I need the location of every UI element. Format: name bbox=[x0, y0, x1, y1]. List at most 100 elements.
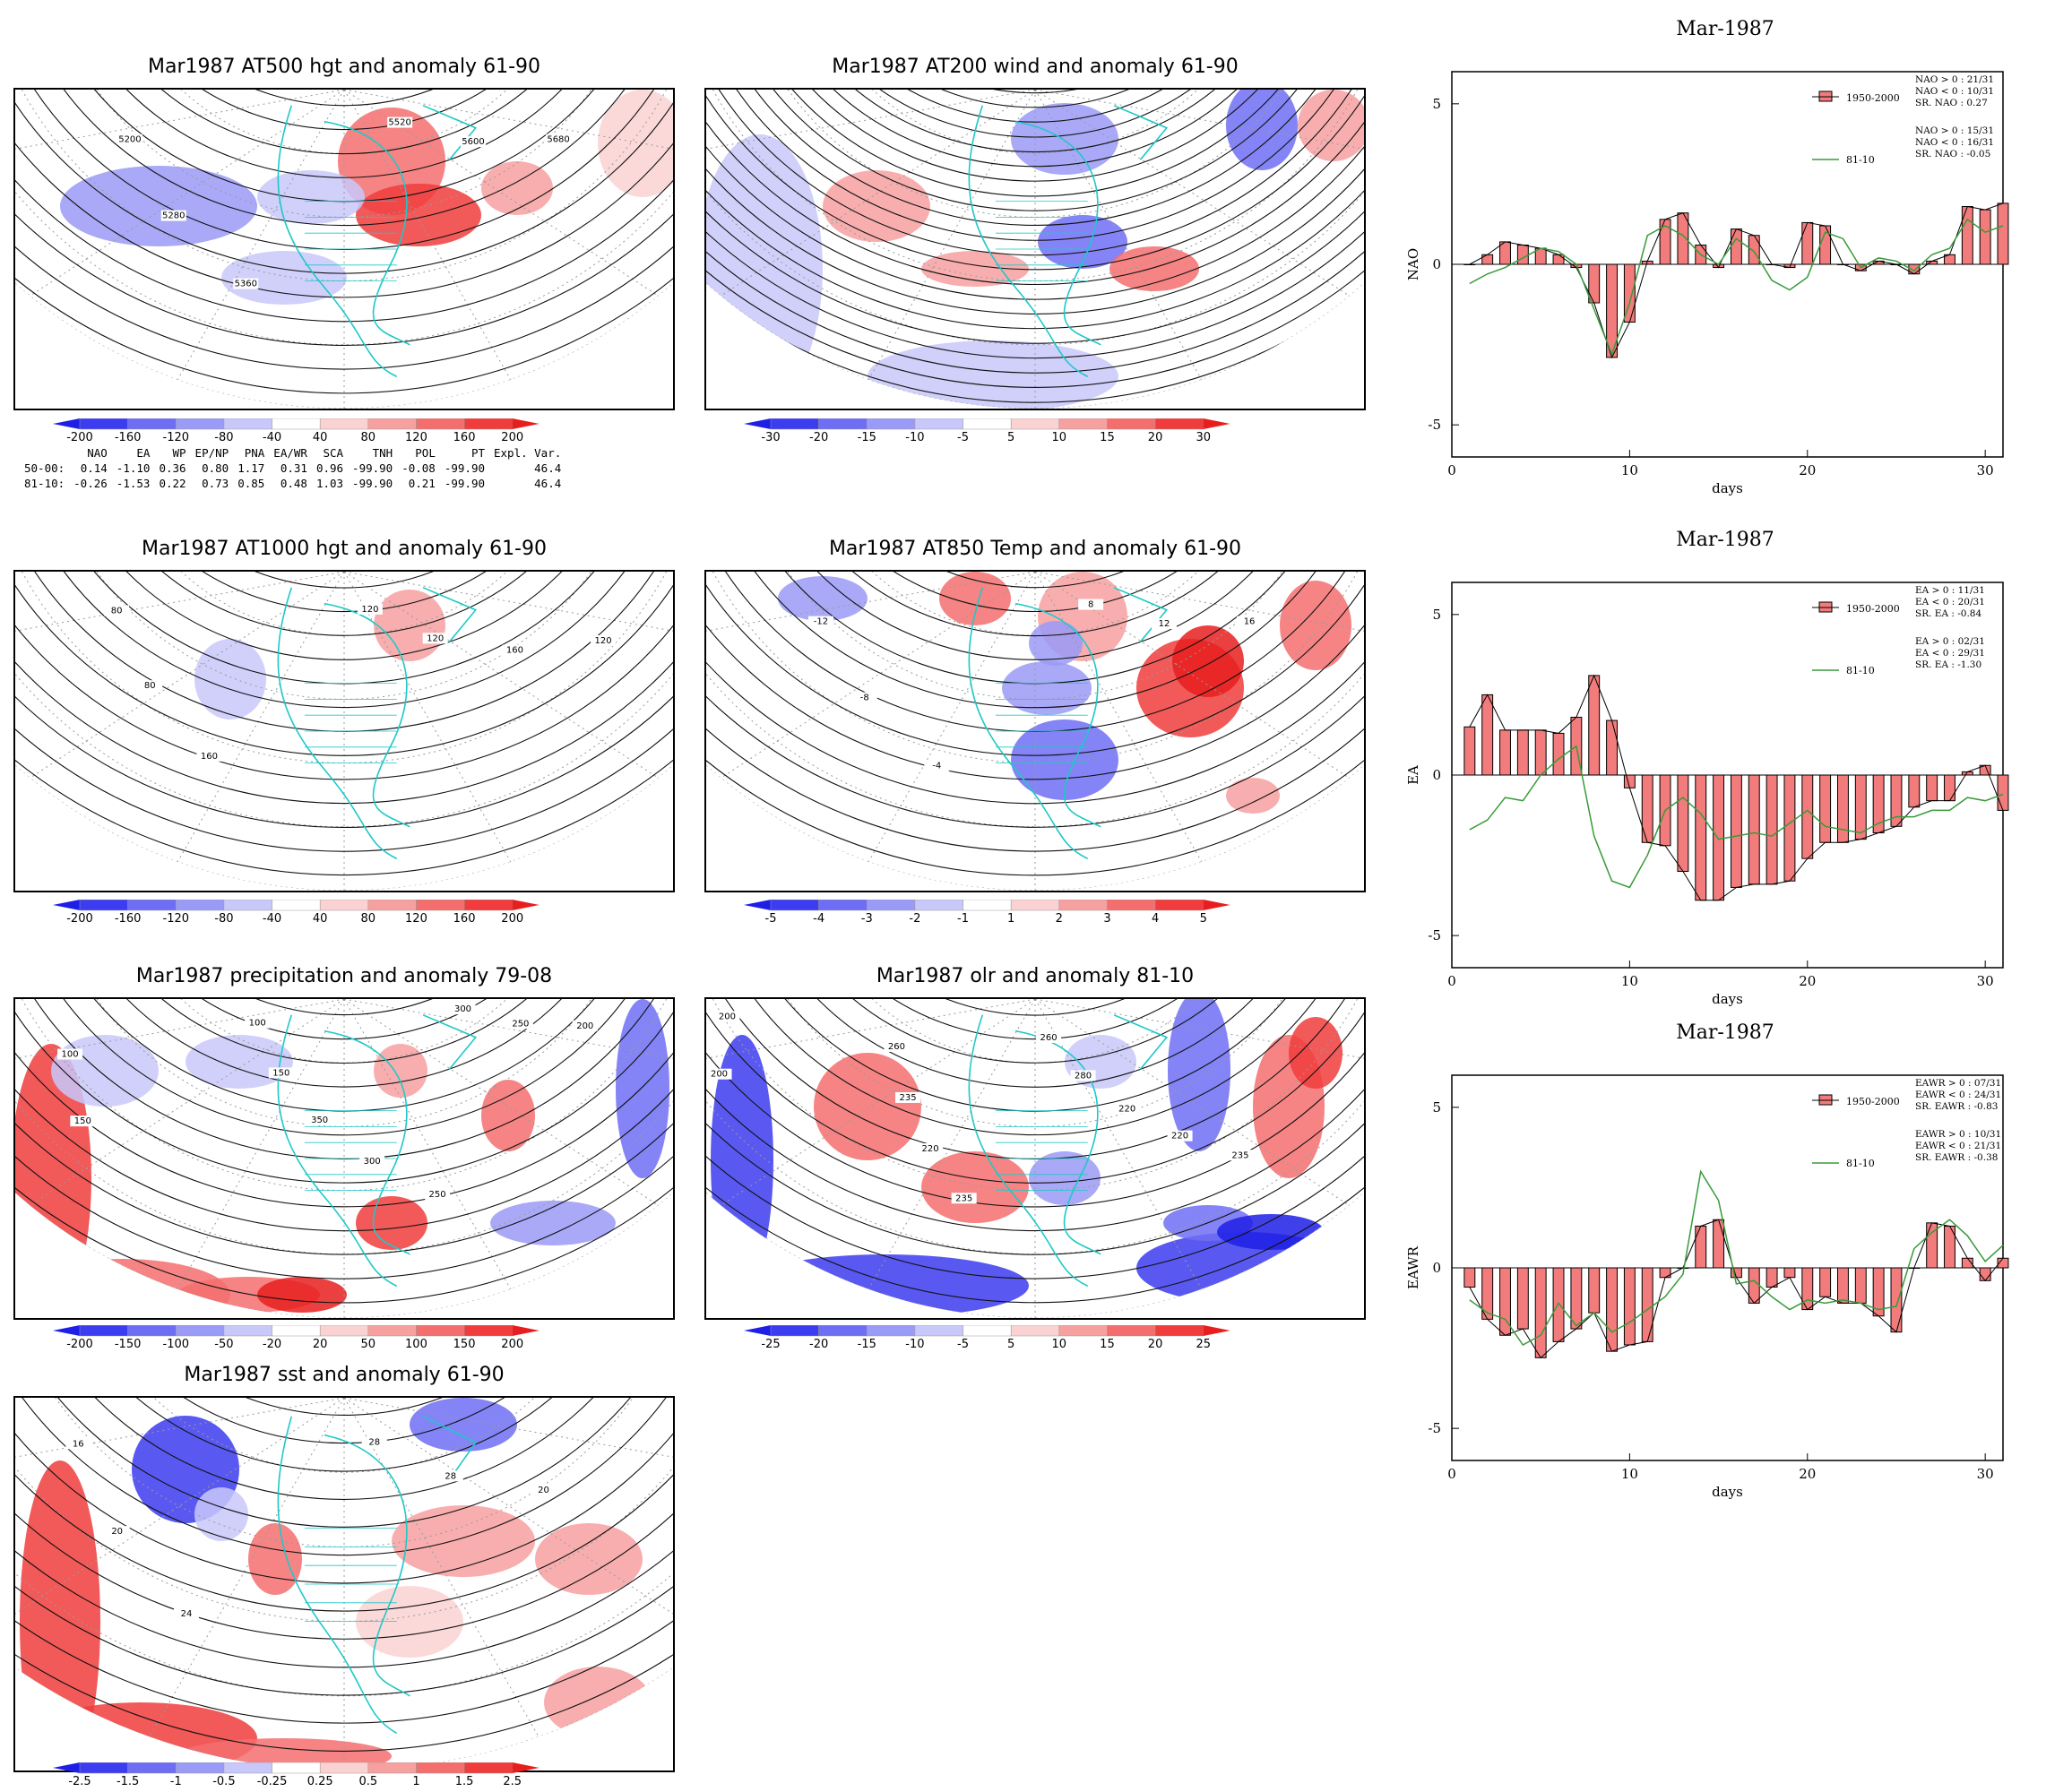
field-contour bbox=[706, 572, 1364, 852]
bar bbox=[1997, 774, 2009, 811]
colorbar-swatch bbox=[127, 899, 177, 911]
bar bbox=[1783, 774, 1796, 882]
field-contour bbox=[15, 90, 673, 323]
colorbar-tick-label: -5 bbox=[957, 431, 970, 444]
index-row-label: 50-00: bbox=[24, 461, 65, 475]
field-contour bbox=[706, 90, 1364, 227]
colorbar-tick-label: 5 bbox=[1007, 1338, 1015, 1351]
map-frame-z1000: 80 80 160 120 120 160 120 bbox=[13, 570, 675, 892]
index-cell: 0.85 bbox=[237, 477, 265, 490]
index-stat-text: NAO < 0 : 10/31 bbox=[1915, 86, 1994, 97]
y-axis-label: EA bbox=[1405, 765, 1421, 785]
index-cell: -99.90 bbox=[444, 461, 485, 475]
field-contour bbox=[15, 90, 673, 298]
bar bbox=[1534, 1267, 1547, 1358]
colorbar-tick-label: -30 bbox=[761, 431, 781, 444]
legend-label: 1950-2000 bbox=[1846, 92, 1900, 104]
map-title: Mar1987 AT200 wind and anomaly 61-90 bbox=[832, 56, 1239, 78]
colorbar-swatch bbox=[512, 900, 540, 910]
index-table-row: 50-00: 0.14 -1.10 0.36 0.80 1.17 0.31 0.… bbox=[20, 461, 565, 476]
contour-label: 160 bbox=[506, 646, 523, 656]
index-header-cell: NAO bbox=[87, 446, 108, 460]
bar bbox=[1748, 235, 1760, 265]
bar bbox=[1499, 241, 1511, 265]
field-contour bbox=[706, 572, 1364, 780]
colorbar-prcp: -200 -150 -100 -50 -20 20 50 100 150 200 bbox=[53, 1324, 635, 1355]
contour-label-bg bbox=[196, 750, 222, 762]
colorbar-olr: -25 -20 -15 -10 -5 5 10 15 20 25 bbox=[744, 1324, 1326, 1355]
index-table: NAO EA WP EP/NP PNA EA/WR SCA TNH POL PT… bbox=[20, 445, 565, 491]
colorbar-swatch bbox=[867, 418, 916, 430]
colorbar-tick-label: -100 bbox=[162, 1338, 190, 1351]
meridian-gridline bbox=[343, 999, 673, 1215]
contour-label-bg bbox=[572, 1020, 598, 1031]
timeseries-title: Mar-1987 bbox=[1676, 1021, 1774, 1044]
bar bbox=[1819, 1267, 1832, 1297]
colorbar-tick-label: 0.25 bbox=[306, 1775, 333, 1788]
field-contour bbox=[52, 90, 636, 178]
colorbar-sst: -2.5 -1.5 -1 -0.5 -0.25 0.25 0.5 1 1.5 2.5 bbox=[53, 1762, 635, 1792]
meridian-gridline bbox=[343, 1398, 673, 1650]
meridian-gridline bbox=[859, 572, 1036, 876]
field-contour bbox=[706, 999, 1364, 1184]
bar bbox=[1872, 774, 1885, 833]
bar bbox=[1801, 774, 1814, 859]
bar-series-line bbox=[1469, 674, 2004, 901]
map-plot-t850: -12 -8 -4 8 12 16 bbox=[706, 572, 1364, 891]
field-contour bbox=[99, 572, 588, 613]
bar bbox=[1748, 774, 1760, 885]
contour-label: 280 bbox=[1075, 1071, 1092, 1081]
anomaly-shading bbox=[1029, 621, 1083, 666]
anomaly-shading bbox=[410, 1398, 517, 1452]
index-cell: -0.08 bbox=[401, 461, 436, 475]
anomaly-shading bbox=[1168, 999, 1230, 1151]
y-tick-label: -5 bbox=[1428, 417, 1441, 433]
anomaly-shading bbox=[1011, 103, 1118, 175]
field-contour bbox=[15, 999, 673, 1184]
meridian-gridline bbox=[15, 1398, 345, 1650]
colorbar-z1000: -200 -160 -120 -80 -40 40 80 120 160 200 bbox=[53, 899, 635, 929]
colorbar-swatch bbox=[223, 418, 272, 430]
colorbar-tick-label: -1 bbox=[169, 1775, 182, 1788]
colorbar-tick-label: -15 bbox=[857, 1338, 876, 1351]
field-contour bbox=[706, 90, 1364, 271]
contour-label: 120 bbox=[427, 633, 444, 643]
colorbar-swatch bbox=[416, 418, 465, 430]
field-contour bbox=[15, 90, 673, 394]
field-contour bbox=[706, 999, 1364, 1232]
anomaly-shading bbox=[194, 1487, 248, 1541]
field-contour bbox=[706, 999, 1364, 1208]
bar bbox=[1623, 774, 1636, 788]
field-contour bbox=[65, 1398, 623, 1444]
colorbar-tick-label: -120 bbox=[162, 431, 190, 444]
colorbar-swatches bbox=[53, 418, 540, 430]
contour-label-bg bbox=[359, 1156, 385, 1167]
index-row-label: 81-10: bbox=[24, 477, 65, 490]
colorbar-tick-label: 40 bbox=[312, 912, 328, 926]
bar bbox=[1766, 774, 1778, 885]
bar bbox=[1463, 263, 1476, 265]
timeseries-chart-ea: 5 0 -5 0 10 20 30 days EA 1950-2000 81-10 EA > 0 : … bbox=[1405, 582, 2009, 1007]
contour-label: 5520 bbox=[388, 118, 410, 128]
colorbar-swatch bbox=[512, 1325, 540, 1336]
bar bbox=[1944, 774, 1955, 802]
colorbar-swatch bbox=[79, 899, 128, 911]
index-cell: 46.4 bbox=[534, 477, 562, 490]
field-contour bbox=[15, 572, 673, 852]
bar bbox=[1606, 719, 1618, 776]
field-contour bbox=[706, 572, 1364, 709]
index-cell: -99.90 bbox=[444, 477, 485, 490]
colorbar-tick-label: -25 bbox=[761, 1338, 781, 1351]
contour-label-bg bbox=[450, 1004, 476, 1015]
index-stat-text: SR. EA : -0.84 bbox=[1915, 608, 1981, 619]
colorbar-swatch bbox=[1058, 899, 1108, 911]
anomaly-shading bbox=[24, 1702, 257, 1770]
colorbar-swatch bbox=[1107, 899, 1156, 911]
field-contour bbox=[93, 1398, 595, 1416]
index-cell: 1.03 bbox=[315, 477, 344, 490]
field-contour bbox=[15, 999, 673, 1208]
x-tick-label: 0 bbox=[1447, 462, 1456, 478]
colorbar-tick-label: -15 bbox=[857, 431, 876, 444]
colorbar-swatch bbox=[744, 418, 771, 429]
map-frame-olr: 200 200 260 235 220 235 260 280 220 220 235 bbox=[704, 997, 1366, 1320]
